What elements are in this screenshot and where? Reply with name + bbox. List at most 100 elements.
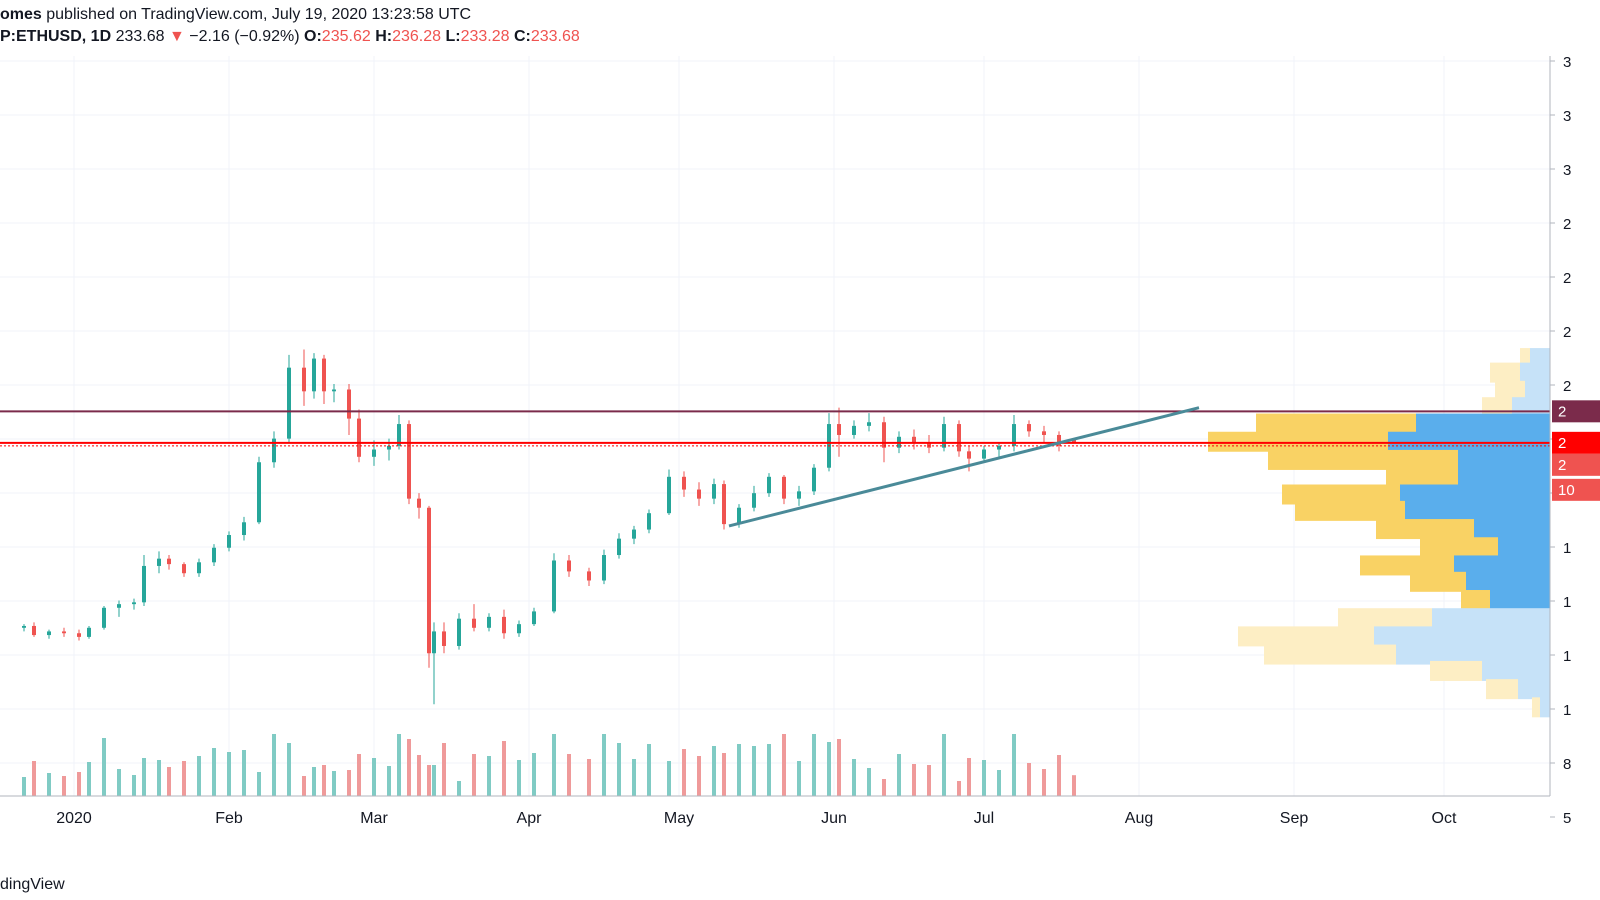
candle-body bbox=[457, 618, 461, 646]
candle-body bbox=[502, 616, 506, 634]
volume-profile bbox=[1208, 348, 1550, 718]
price-tag-label: 10 bbox=[1558, 482, 1575, 499]
volume-profile-bar-up bbox=[1282, 484, 1400, 505]
volume-bar bbox=[357, 754, 361, 796]
volume-bar bbox=[472, 754, 476, 796]
volume-profile-bar-down bbox=[1432, 608, 1550, 629]
symbol-name[interactable]: P:ETHUSD bbox=[0, 28, 82, 45]
candle-body bbox=[302, 367, 306, 392]
candle-body bbox=[1027, 424, 1031, 432]
symbol-legend: P:ETHUSD, 1D 233.68 ▼ −2.16 (−0.92%) O:2… bbox=[0, 28, 580, 45]
candle-body bbox=[117, 604, 121, 608]
candle-body bbox=[617, 538, 621, 556]
volume-profile-bar-up bbox=[1376, 519, 1474, 540]
price-tag-label: 2 bbox=[1558, 457, 1566, 474]
volume-bar bbox=[312, 767, 316, 796]
interval[interactable]: 1D bbox=[90, 28, 112, 45]
volume-bar bbox=[1012, 734, 1016, 796]
volume-bar bbox=[242, 750, 246, 796]
volume-bar bbox=[227, 752, 231, 796]
time-axis-label: Mar bbox=[360, 810, 388, 827]
volume-profile-bar-up bbox=[1264, 644, 1396, 665]
candle-body bbox=[182, 564, 186, 574]
volume-profile-bar-up bbox=[1386, 466, 1458, 487]
candle-body bbox=[62, 631, 66, 634]
high-label: H: bbox=[375, 28, 393, 45]
candle-body bbox=[587, 571, 591, 581]
volume-bar bbox=[852, 759, 856, 796]
author-name[interactable]: omes bbox=[0, 6, 42, 23]
candle-body bbox=[347, 389, 351, 419]
volume-bar bbox=[502, 741, 506, 796]
volume-bar bbox=[897, 754, 901, 796]
volume-bar bbox=[212, 748, 216, 796]
time-axis-label: May bbox=[664, 810, 694, 827]
time-axis-label: Apr bbox=[517, 810, 543, 827]
volume-bar bbox=[602, 734, 606, 796]
price-tag bbox=[1552, 400, 1600, 423]
price-axis-label: 2 bbox=[1563, 216, 1571, 233]
candle-body bbox=[442, 631, 446, 646]
volume-bar bbox=[47, 773, 51, 796]
candle-body bbox=[942, 424, 946, 448]
candle-body bbox=[242, 522, 246, 536]
candle-body bbox=[682, 476, 686, 490]
candle-body bbox=[167, 558, 171, 565]
candle-body bbox=[102, 607, 106, 628]
volume-profile-bar-up bbox=[1461, 590, 1490, 611]
price-axis-label: 2 bbox=[1563, 324, 1571, 341]
volume-bar bbox=[827, 742, 831, 796]
time-axis-label: Jun bbox=[821, 810, 847, 827]
volume-bar bbox=[167, 767, 171, 796]
volume-bar bbox=[332, 771, 336, 796]
low-value: 233.28 bbox=[460, 28, 510, 45]
candle-body bbox=[47, 631, 51, 636]
candlesticks bbox=[22, 349, 1076, 705]
volume-bar bbox=[157, 760, 161, 796]
volume-bar bbox=[957, 781, 961, 796]
candle-body bbox=[1042, 431, 1046, 435]
volume-bar bbox=[767, 744, 771, 796]
price-axis-label: 2 bbox=[1563, 378, 1571, 395]
volume-bar bbox=[77, 772, 81, 796]
low-label: L: bbox=[445, 28, 461, 45]
time-axis[interactable]: 2020 Feb Mar Apr May Jun Jul Aug Sep Oct bbox=[0, 795, 1550, 827]
volume-profile-bar-down bbox=[1518, 679, 1550, 700]
candle-body bbox=[752, 493, 756, 508]
candle-body bbox=[417, 498, 421, 508]
volume-profile-bar-down bbox=[1520, 362, 1550, 383]
candle-body bbox=[77, 633, 81, 637]
price-axis[interactable]: 33322222111118522210 bbox=[1549, 56, 1600, 827]
volume-profile-bar-up bbox=[1495, 380, 1525, 401]
candle-body bbox=[532, 611, 536, 625]
volume-profile-bar-down bbox=[1405, 500, 1550, 521]
volume-bar bbox=[432, 765, 436, 796]
candle-body bbox=[157, 558, 161, 566]
candle-body bbox=[882, 422, 886, 448]
volume-profile-bar-down bbox=[1474, 519, 1550, 540]
volume-bar bbox=[647, 744, 651, 796]
volume-bar bbox=[1027, 763, 1031, 796]
trend-line bbox=[728, 406, 1200, 528]
volume-bar bbox=[272, 734, 276, 796]
volume-bar bbox=[22, 777, 26, 796]
volume-bar bbox=[32, 761, 36, 796]
volume-bar bbox=[387, 766, 391, 796]
volume-bar bbox=[417, 755, 421, 796]
volume-bar bbox=[617, 743, 621, 796]
candle-body bbox=[287, 367, 291, 439]
candle-body bbox=[22, 625, 26, 628]
candle-body bbox=[927, 442, 931, 448]
candle-body bbox=[912, 436, 916, 443]
volume-profile-bar-up bbox=[1208, 431, 1388, 452]
candle-body bbox=[667, 476, 671, 514]
volume-profile-bar-down bbox=[1454, 555, 1550, 576]
candle-body bbox=[957, 424, 961, 452]
candle-body bbox=[332, 389, 336, 392]
candle-body bbox=[322, 358, 326, 392]
volume-bar bbox=[457, 781, 461, 796]
candle-body bbox=[142, 565, 146, 603]
volume-profile-bar-down bbox=[1482, 660, 1550, 681]
volume-bar bbox=[552, 734, 556, 796]
price-chart[interactable]: 2020 Feb Mar Apr May Jun Jul Aug Sep Oct 3 3 3 2 2 2 2 2… bbox=[0, 56, 1600, 868]
